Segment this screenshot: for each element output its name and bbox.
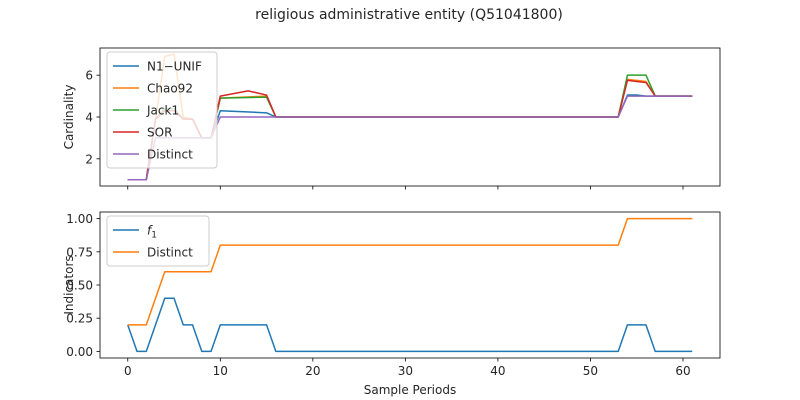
x-tick-label: 20 — [305, 364, 320, 378]
y-tick-label: 4 — [85, 111, 93, 125]
y-tick-label: 0.75 — [66, 245, 93, 259]
y-tick-label: 0.25 — [66, 312, 93, 326]
y-tick-label: 2 — [85, 152, 93, 166]
y-tick-label: 1.00 — [66, 212, 93, 226]
x-tick-label: 60 — [675, 364, 690, 378]
x-axis-label: Sample Periods — [364, 383, 456, 397]
chart-title: religious administrative entity (Q510418… — [255, 7, 563, 23]
legend-label-distinct: Distinct — [147, 148, 193, 162]
x-tick-label: 40 — [490, 364, 505, 378]
top-panel: 2 4 6 Cardinality N1−UNIF Chao92 Jack1 SOR Disti… — [62, 47, 721, 190]
x-tick-label: 30 — [398, 364, 413, 378]
legend-label-distinct: Distinct — [147, 246, 193, 260]
x-tick-label: 50 — [583, 364, 598, 378]
x-tick-label: 10 — [213, 364, 228, 378]
series-line-f1-panel-1 — [127, 297, 693, 353]
legend-label-sor: SOR — [147, 126, 172, 140]
series-line-distinct-panel-1 — [127, 217, 693, 326]
legend-label-chao92: Chao92 — [147, 82, 193, 96]
legend-box — [106, 215, 210, 267]
y-tick-label: 6 — [85, 69, 93, 83]
legend-box — [106, 51, 218, 169]
legend-label-jack1: Jack1 — [146, 104, 179, 118]
bottom-panel: 0 10 20 30 40 50 60 0.00 0.25 0.50 0.75 1.00 Indicat… — [62, 211, 721, 397]
y-axis-label: Indicators — [62, 255, 76, 314]
legend-label-f1: f1 — [147, 224, 157, 241]
x-tick-label: 0 — [124, 364, 132, 378]
legend-label-n1-unif: N1−UNIF — [147, 60, 202, 74]
y-tick-label: 0.00 — [66, 345, 93, 359]
y-tick-label: 0.50 — [66, 279, 93, 293]
y-axis-label: Cardinality — [62, 85, 76, 150]
